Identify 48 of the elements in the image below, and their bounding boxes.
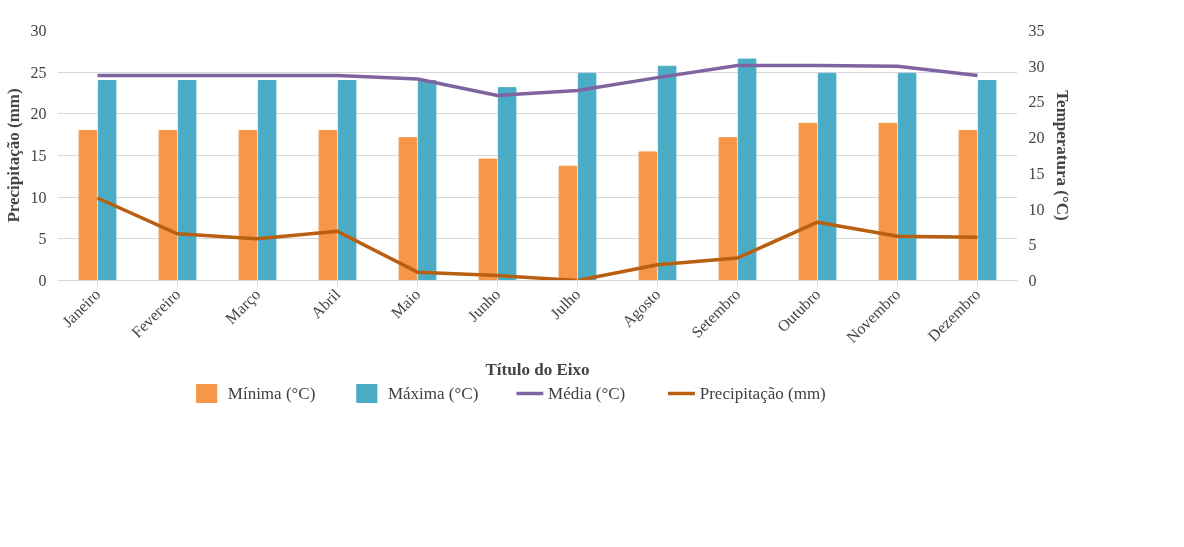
bar bbox=[798, 122, 818, 281]
y2-tick-label: 20 bbox=[1028, 129, 1045, 147]
legend-label: Média (°C) bbox=[548, 384, 626, 403]
bar bbox=[638, 151, 658, 281]
y-axis-title: Precipitação (mm) bbox=[3, 88, 23, 223]
line-series bbox=[95, 196, 980, 281]
bar bbox=[577, 72, 597, 281]
legend-label: Precipitação (mm) bbox=[699, 384, 826, 403]
bar bbox=[657, 65, 677, 281]
bar bbox=[318, 130, 338, 281]
y2-tick-label: 35 bbox=[1028, 22, 1045, 39]
legend-label: Mínima (°C) bbox=[227, 384, 316, 403]
bar bbox=[78, 130, 98, 281]
bar bbox=[558, 165, 578, 281]
y-tick-label: 0 bbox=[38, 272, 47, 289]
bar bbox=[398, 137, 418, 281]
bar bbox=[158, 130, 178, 281]
bar bbox=[817, 72, 837, 281]
y-tick-label: 5 bbox=[38, 230, 47, 248]
bar bbox=[718, 137, 738, 281]
bar bbox=[497, 87, 517, 281]
line-series bbox=[95, 63, 980, 98]
bar bbox=[257, 80, 277, 281]
bar bbox=[238, 130, 258, 281]
y2-tick-label: 25 bbox=[1028, 93, 1045, 111]
x-axis-title: Título do Eixo bbox=[485, 359, 590, 379]
bar bbox=[958, 130, 978, 281]
y2-tick-label: 0 bbox=[1028, 272, 1037, 289]
y-tick-label: 20 bbox=[30, 105, 47, 123]
y2-tick-label: 10 bbox=[1028, 200, 1045, 218]
bar bbox=[897, 72, 917, 281]
y-tick-label: 30 bbox=[30, 22, 47, 39]
y2-tick-label: 30 bbox=[1028, 57, 1045, 75]
bar bbox=[97, 80, 117, 281]
y2-axis-title: Temperatura (°C) bbox=[1052, 90, 1072, 221]
bar bbox=[417, 80, 437, 281]
bar bbox=[977, 80, 997, 281]
bar bbox=[177, 80, 197, 281]
bar bbox=[337, 80, 357, 281]
bar bbox=[737, 58, 757, 281]
legend-label: Máxima (°C) bbox=[387, 384, 479, 403]
y-tick-label: 10 bbox=[30, 188, 47, 206]
y-tick-label: 15 bbox=[30, 147, 47, 164]
bar bbox=[478, 158, 498, 281]
y-tick-label: 25 bbox=[30, 63, 47, 81]
bar bbox=[878, 122, 898, 281]
y2-tick-label: 15 bbox=[1028, 164, 1045, 182]
y2-tick-label: 5 bbox=[1028, 236, 1037, 254]
